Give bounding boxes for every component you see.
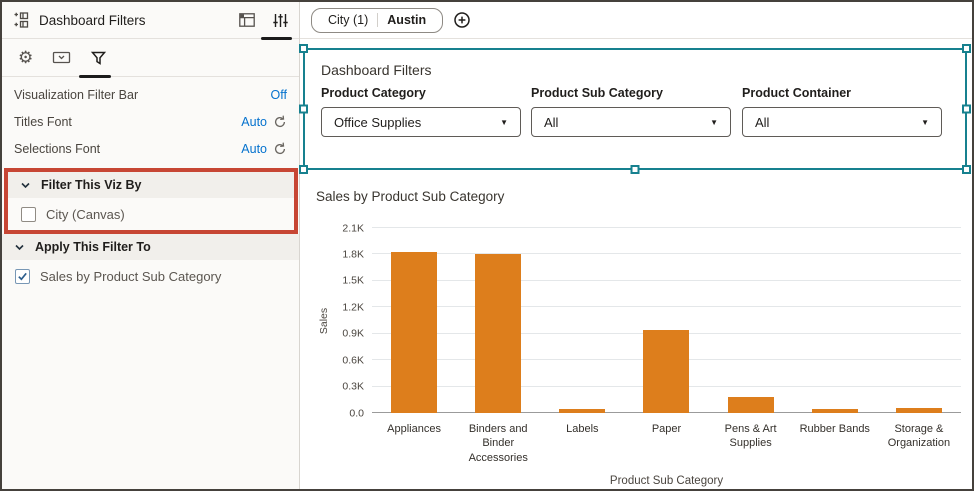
chevron-down-icon — [21, 182, 30, 188]
bar-slot — [624, 228, 708, 413]
filter-item-city-canvas: City (Canvas) — [8, 198, 294, 230]
filter-chip-value: Austin — [387, 13, 427, 27]
filter-chip-label: City (1) — [328, 13, 369, 27]
selection-handle[interactable] — [962, 44, 971, 53]
bars-layer — [372, 228, 961, 413]
bar-slot — [877, 228, 961, 413]
y-tick-label: 1.2K — [342, 301, 364, 314]
y-tick-label: 1.5K — [342, 274, 364, 287]
apply-this-filter-to-header[interactable]: Apply This Filter To — [2, 234, 299, 260]
gridline — [372, 253, 961, 255]
main-area: City (1) Austin Dashboard Filters — [299, 2, 972, 489]
y-axis-title: Sales — [318, 307, 330, 334]
setting-titles-font: Titles Font Auto — [2, 108, 299, 135]
y-axis-ticks: 2.1K 1.8K 1.5K 1.2K 0.9K 0.6K 0.3K 0.0 — [332, 223, 372, 418]
apply-item-sales-by-product-sub-category: Sales by Product Sub Category — [2, 260, 299, 292]
filter-group-product-sub-category: Product Sub Category All ▼ — [531, 86, 731, 137]
filter-this-viz-by-header[interactable]: Filter This Viz By — [8, 172, 294, 198]
y-tick-label: 2.1K — [342, 221, 364, 234]
bar-slot — [456, 228, 540, 413]
dashboard-canvas: Dashboard Filters Product Category Offic… — [299, 39, 972, 489]
selections-font-value[interactable]: Auto — [241, 142, 287, 156]
layout-panel-icon[interactable] — [238, 12, 256, 28]
bar-rubber-bands[interactable] — [811, 409, 858, 413]
y-tick-label: 0.3K — [342, 380, 364, 393]
x-tick-label: Rubber Bands — [799, 423, 870, 435]
gridline — [372, 227, 961, 228]
selection-handle[interactable] — [962, 165, 971, 174]
bar-paper[interactable] — [643, 330, 690, 413]
tab-general-gear-icon[interactable]: ⚙ — [18, 48, 34, 67]
tab-selector-icon[interactable] — [52, 50, 71, 65]
selection-handle[interactable] — [962, 104, 971, 114]
add-filter-icon[interactable] — [453, 11, 471, 29]
x-tick-label: Storage & Organization — [887, 423, 951, 450]
properties-sidebar: Dashboard Filters — [2, 2, 300, 489]
x-axis-labels: Appliances Binders and Binder Accessories… — [372, 413, 961, 465]
x-tick-label: Paper — [651, 423, 682, 435]
gridline — [372, 306, 961, 308]
dashboard-filter-bar: City (1) Austin — [300, 2, 972, 39]
dropdown-caret-icon: ▼ — [500, 117, 508, 127]
dashboard-filters-panel[interactable]: Dashboard Filters Product Category Offic… — [299, 44, 971, 174]
y-tick-label: 0.9K — [342, 327, 364, 340]
sidebar-header: Dashboard Filters — [2, 2, 299, 40]
bar-storage-organization[interactable] — [895, 407, 942, 413]
y-tick-label: 0.6K — [342, 353, 364, 366]
y-tick-label: 0.0 — [349, 406, 364, 419]
gridline — [372, 279, 961, 281]
active-tab-indicator — [79, 75, 111, 78]
bar-pens-art-supplies[interactable] — [727, 397, 774, 413]
panel-title: Dashboard Filters — [321, 62, 432, 78]
bar-labels[interactable] — [559, 408, 606, 413]
bar-slot — [793, 228, 877, 413]
x-tick-label: Appliances — [387, 423, 441, 435]
chart-plot — [372, 227, 961, 413]
selection-handle[interactable] — [299, 44, 308, 53]
city-canvas-checkbox[interactable] — [21, 206, 36, 222]
chip-divider — [377, 13, 379, 27]
sales-bar-chart: Sales by Product Sub Category Sales 2.1K… — [316, 189, 961, 487]
chart-title: Sales by Product Sub Category — [316, 189, 505, 204]
bar-slot — [709, 228, 793, 413]
bar-appliances[interactable] — [391, 251, 438, 413]
x-axis-title: Product Sub Category — [609, 474, 724, 487]
sidebar-title: Dashboard Filters — [39, 12, 146, 28]
city-filter-chip[interactable]: City (1) Austin — [311, 7, 444, 33]
bar-slot — [540, 228, 624, 413]
y-tick-label: 1.8K — [342, 248, 364, 261]
product-category-dropdown[interactable]: Office Supplies ▼ — [321, 107, 521, 137]
x-tick-label: Pens & Art Supplies — [724, 423, 777, 450]
bar-slot — [372, 228, 456, 413]
annotation-highlight-box: Filter This Viz By City (Canvas) — [4, 168, 298, 234]
titles-font-value[interactable]: Auto — [241, 115, 287, 129]
dropdown-caret-icon: ▼ — [921, 117, 929, 127]
dropdown-caret-icon: ▼ — [710, 117, 718, 127]
setting-selections-font: Selections Font Auto — [2, 135, 299, 162]
selection-handle[interactable] — [299, 165, 308, 174]
dashboard-filters-icon — [12, 11, 30, 29]
reset-icon — [274, 142, 286, 154]
bar-binders-and-binder-accessories[interactable] — [475, 254, 522, 413]
visualization-filter-bar-value[interactable]: Off — [270, 87, 287, 102]
x-tick-label: Labels — [566, 423, 599, 435]
filter-group-product-category: Product Category Office Supplies ▼ — [321, 86, 521, 137]
selection-handle[interactable] — [299, 104, 308, 114]
selection-handle[interactable] — [630, 165, 640, 174]
properties-sliders-icon[interactable] — [272, 12, 289, 29]
tab-filters-funnel-icon[interactable] — [90, 50, 107, 66]
product-container-dropdown[interactable]: All ▼ — [742, 107, 942, 137]
filter-settings-list: Visualization Filter Bar Off Titles Font… — [2, 77, 299, 162]
reset-icon — [274, 115, 286, 127]
chevron-down-icon — [15, 244, 24, 250]
filter-group-product-container: Product Container All ▼ — [742, 86, 942, 137]
sales-viz-checkbox[interactable] — [15, 268, 30, 284]
product-sub-category-dropdown[interactable]: All ▼ — [531, 107, 731, 137]
active-panel-indicator — [261, 37, 292, 40]
x-tick-label: Binders and Binder Accessories — [468, 423, 528, 464]
setting-visualization-filter-bar: Visualization Filter Bar Off — [14, 87, 287, 102]
properties-tab-bar: ⚙ — [2, 39, 299, 78]
